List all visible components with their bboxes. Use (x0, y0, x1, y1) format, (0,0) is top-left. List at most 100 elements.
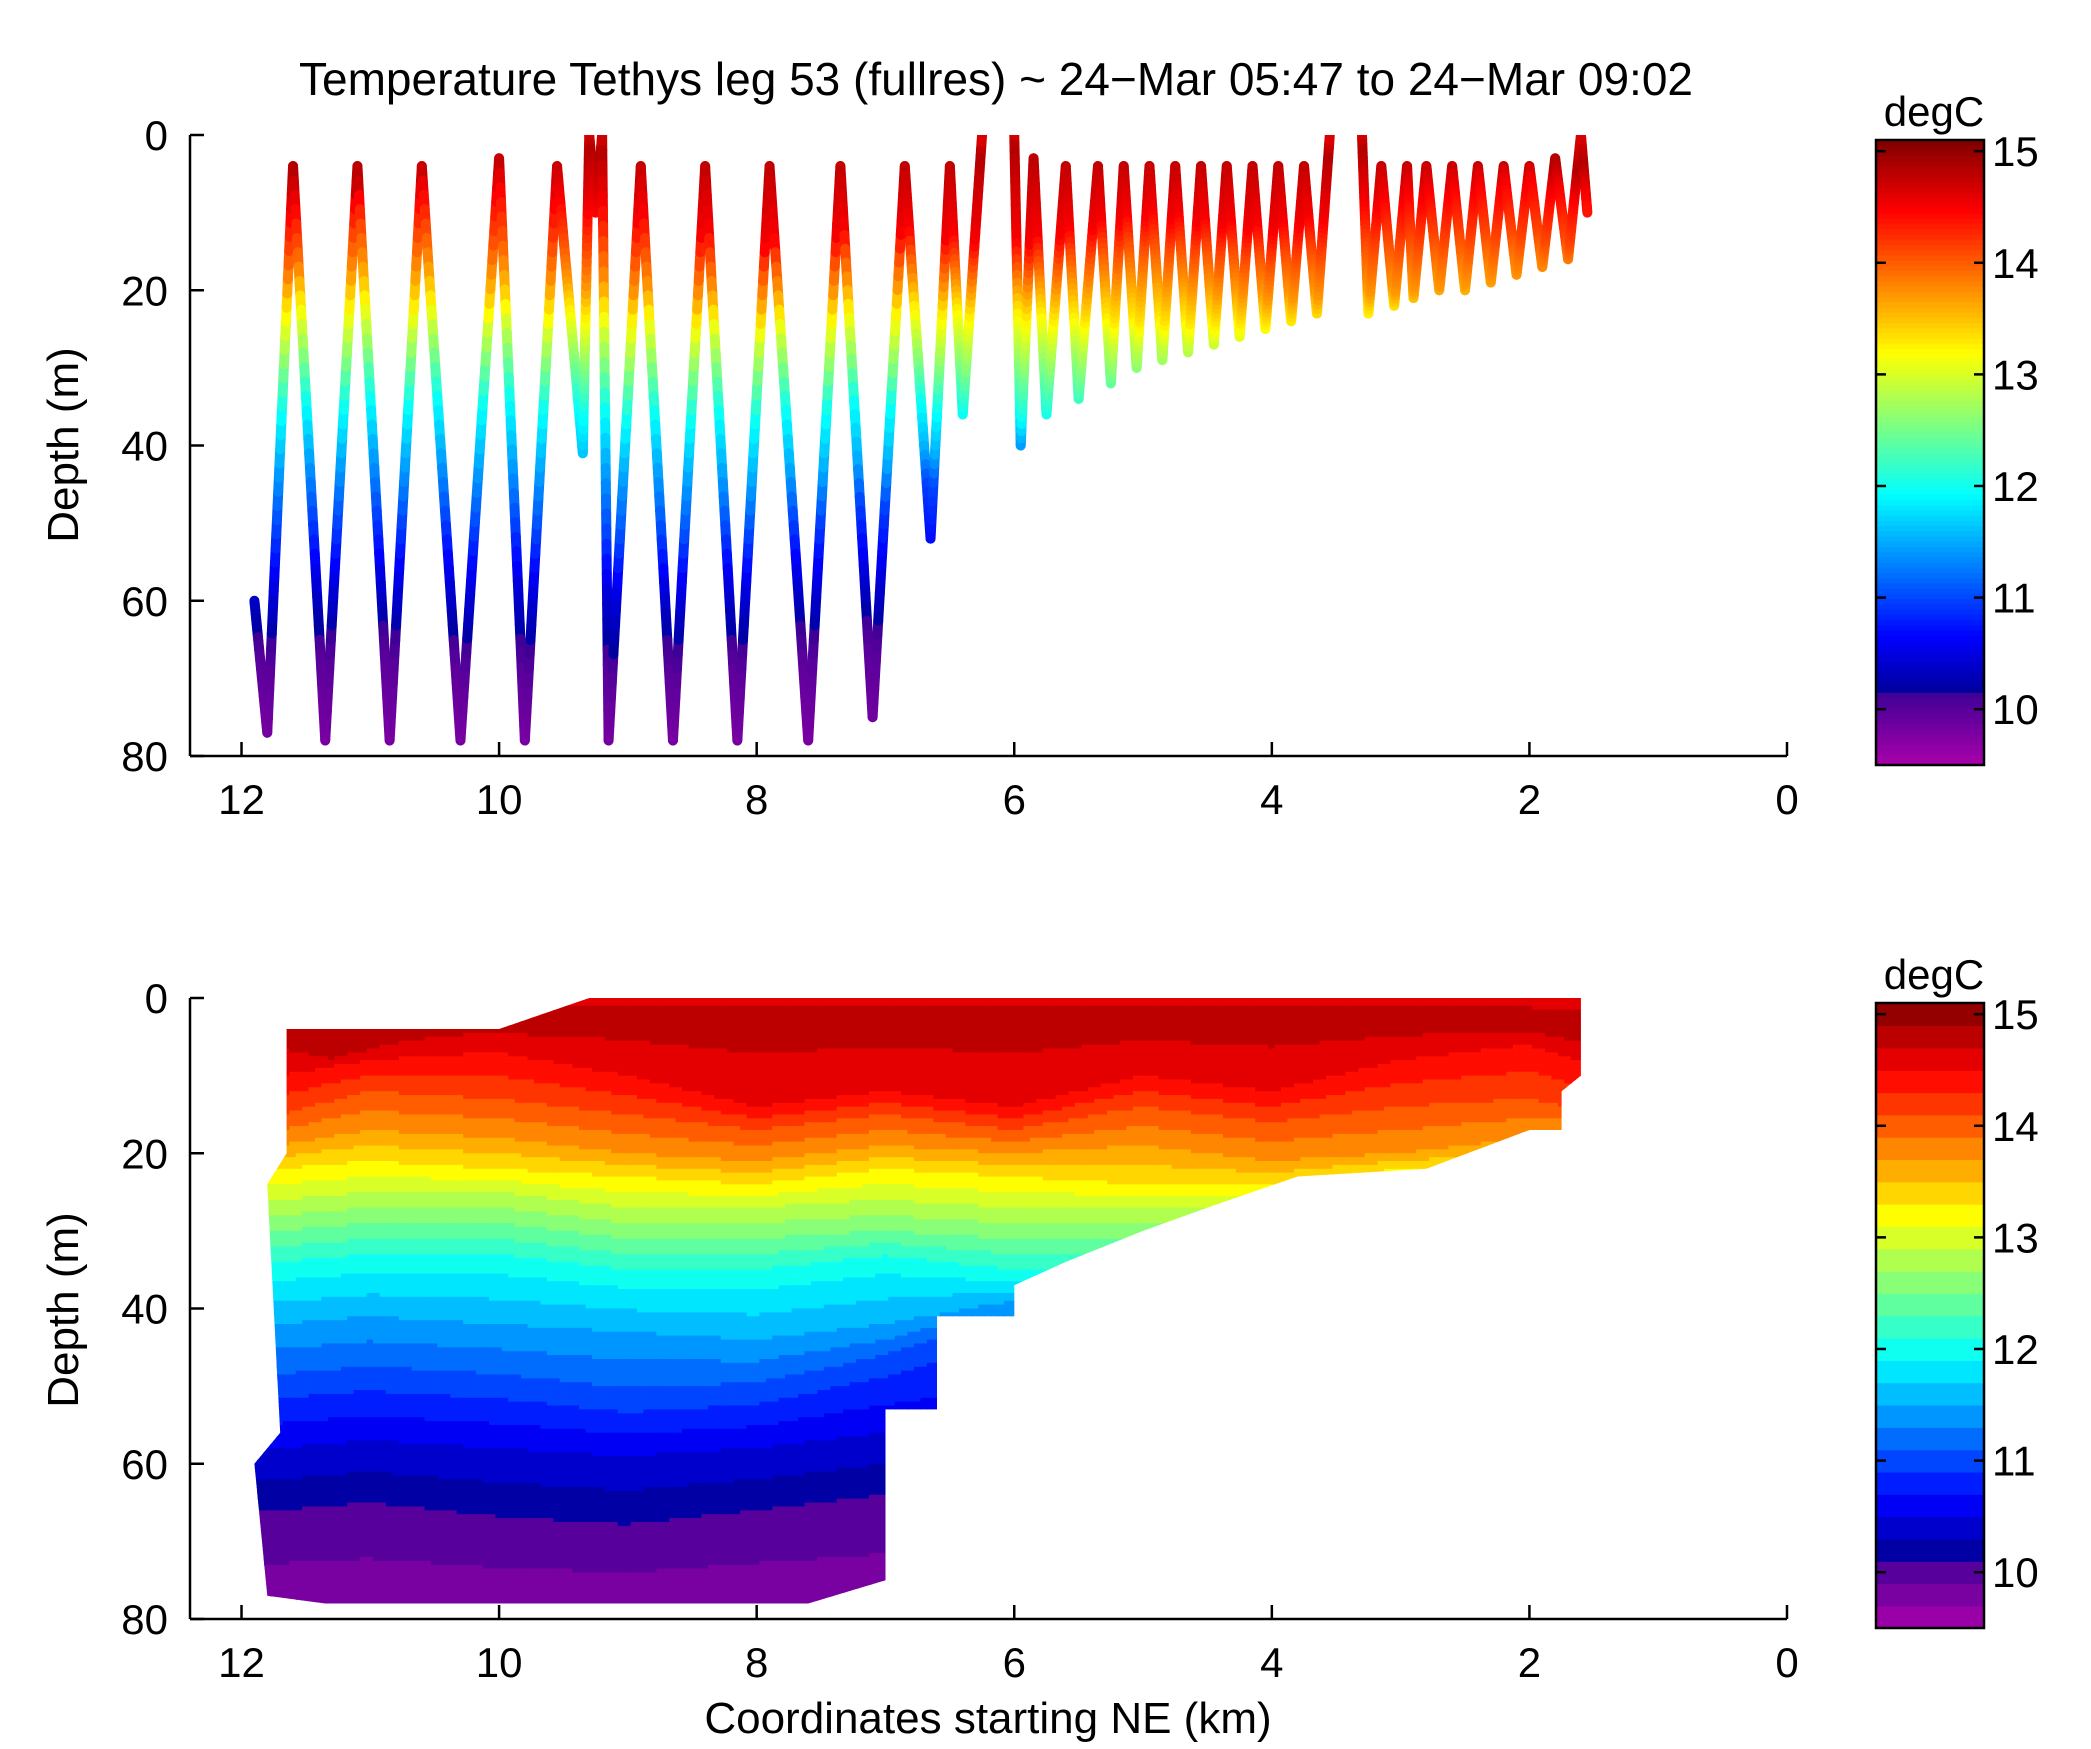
contour-cell (302, 1137, 310, 1143)
contour-cell (302, 1161, 310, 1166)
contour-cell (289, 1587, 297, 1593)
contour-cell (276, 1254, 284, 1259)
contour-cell (263, 1452, 271, 1457)
contour-cell (238, 1468, 245, 1473)
contour-cell (269, 1603, 278, 1604)
colorbar-swatch (1876, 207, 1984, 214)
contour-cell (295, 1001, 304, 1007)
contour-cell (269, 1413, 278, 1418)
contour-cell (295, 1091, 304, 1096)
contour-cell (263, 1009, 271, 1015)
colorbar-swatch (1876, 676, 1984, 683)
colorbar-swatch (1876, 228, 1984, 235)
contour-cell (289, 1607, 296, 1612)
contour-cell (295, 1475, 304, 1481)
contour-cell (282, 1172, 291, 1178)
contour-cell (257, 1137, 265, 1143)
contour-cell (263, 1584, 271, 1589)
contour-cell (269, 1421, 278, 1426)
colorbar-swatch (1876, 697, 1984, 704)
contour-cell (257, 1611, 264, 1616)
contour-cell (244, 1173, 251, 1178)
contour-cell (238, 1068, 245, 1073)
contour-cell (269, 1518, 278, 1523)
contour-cell (238, 1072, 245, 1077)
contour-cell (295, 1502, 304, 1508)
contour-cell (282, 1281, 291, 1287)
contour-cell (289, 1300, 297, 1306)
contour-cell (263, 1032, 271, 1038)
contour-cell (263, 1133, 271, 1139)
contour-cell (257, 1490, 265, 1496)
contour-cell (244, 1506, 251, 1511)
contour-cell (289, 1032, 297, 1038)
contour-cell (257, 1405, 265, 1411)
contour-cell (269, 1300, 278, 1306)
contour-cell (295, 1164, 304, 1170)
contour-cell (269, 1285, 278, 1290)
contour-cell (254, 1110, 259, 1116)
contour-cell (295, 1467, 304, 1473)
contour-cell (257, 1063, 265, 1069)
contour-cell (276, 1281, 284, 1287)
contour-cell (238, 1239, 245, 1244)
colorbar-swatch (1876, 306, 1984, 313)
colorbar-swatch (1876, 431, 1984, 438)
contour-cell (254, 1184, 259, 1189)
contour-cell (254, 1246, 259, 1252)
contour-cell (244, 1250, 251, 1255)
contour-cell (269, 1428, 278, 1434)
contour-cell (244, 1394, 251, 1399)
contour-cell (295, 1036, 304, 1042)
contour-cell (254, 1087, 259, 1092)
colorbar-tick-label: 14 (1992, 240, 2039, 287)
contour-cell (254, 1335, 259, 1341)
contour-cell (282, 1331, 291, 1337)
contour-cell (282, 1157, 291, 1162)
colorbar-swatch (1876, 421, 1984, 428)
colorbar-label: degC (1884, 88, 1984, 135)
contour-cell (244, 1320, 251, 1325)
contour-cell (276, 1347, 284, 1352)
contour-cell (257, 1258, 265, 1263)
contour-cell (282, 1269, 291, 1275)
contour-cell (238, 1510, 245, 1515)
contour-cell (238, 1305, 245, 1310)
contour-cell (244, 1281, 251, 1286)
contour-cell (295, 1580, 304, 1585)
contour-cell (244, 1324, 251, 1329)
contour-cell (269, 1397, 278, 1403)
contour-cell (276, 1199, 284, 1205)
contour-cell (254, 1296, 259, 1302)
colorbar-swatch (1876, 301, 1984, 308)
contour-cell (238, 1518, 245, 1523)
contour-cell (238, 1130, 245, 1135)
contour-cell (257, 1428, 265, 1434)
track-series (249, 135, 1593, 746)
contour-cell (289, 1475, 297, 1481)
contour-cell (257, 1133, 265, 1139)
colorbar-swatch (1876, 395, 1984, 402)
contour-cell (269, 1479, 278, 1484)
contour-cell (263, 1110, 271, 1116)
contour-cell (289, 1258, 297, 1263)
contour-cell (244, 1126, 251, 1131)
contour-cell (238, 1596, 245, 1601)
contour-cell (276, 1149, 284, 1155)
contour-cell (289, 1296, 297, 1302)
contour-cell (276, 1032, 284, 1038)
contour-cell (302, 1126, 310, 1131)
contour-cell (238, 1429, 245, 1434)
contour-cell (254, 1386, 259, 1391)
contour-cell (269, 1595, 278, 1601)
contour-cell (282, 1568, 291, 1574)
contour-cell (295, 1106, 304, 1112)
contour-cell (263, 1382, 271, 1387)
contour-cell (289, 1603, 297, 1604)
contour-cell (263, 1533, 271, 1539)
contour-cell (276, 1258, 284, 1263)
contour-cell (238, 1483, 245, 1488)
contour-cell (263, 1502, 271, 1508)
contour-cell (276, 1463, 284, 1469)
contour-cell (302, 1009, 310, 1015)
